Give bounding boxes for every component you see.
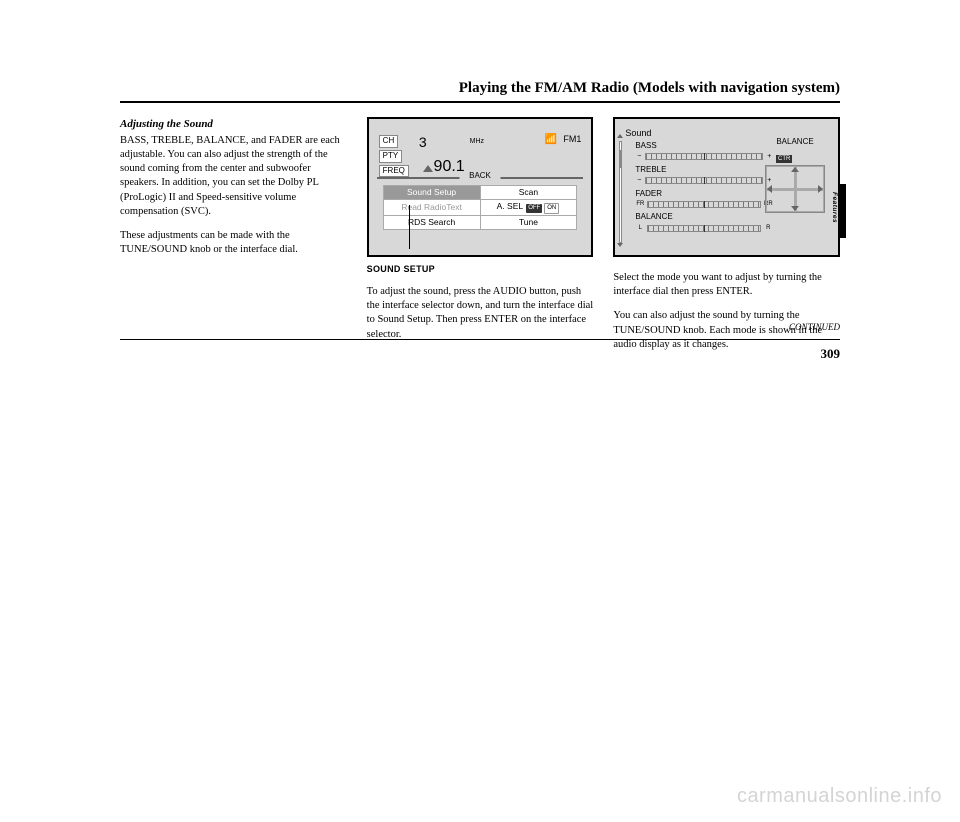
preset-number: 3 (419, 133, 427, 152)
scroll-down-icon (617, 243, 623, 247)
manual-page: Playing the FM/AM Radio (Models with nav… (120, 80, 840, 362)
bass-slider (645, 153, 763, 160)
arrow-up-icon (791, 167, 799, 172)
menu-item-asel: A. SEL OFFON (480, 200, 577, 215)
rule-top (120, 101, 840, 103)
ch-button: CH (379, 135, 399, 148)
arrow-down-icon (791, 206, 799, 211)
balance-label: BALANCE (635, 212, 773, 223)
paragraph: These adjustments can be made with the T… (120, 229, 347, 257)
treble-slider (645, 177, 763, 184)
column-middle: CH PTY FREQ 3 90.1 MHz 📶 FM1 BACK (367, 117, 594, 362)
frequency-unit: MHz (470, 138, 484, 145)
paragraph: To adjust the sound, press the AUDIO but… (367, 285, 594, 342)
content-columns: Adjusting the Sound BASS, TREBLE, BALANC… (120, 117, 840, 362)
band-label: FM1 (563, 133, 581, 145)
page-title: Playing the FM/AM Radio (Models with nav… (120, 80, 840, 101)
treble-label: TREBLE (635, 165, 773, 176)
continued-label: CONTINUED (789, 322, 840, 332)
off-pill: OFF (526, 204, 542, 212)
side-tab-label: Features (831, 192, 838, 223)
r-label: R (763, 224, 773, 232)
sound-setup-callout: SOUND SETUP (367, 263, 594, 275)
balance-box: BALANCE CTR (762, 137, 828, 213)
on-pill: ON (544, 203, 559, 213)
minus-icon: − (635, 176, 643, 185)
rule-bottom (120, 339, 840, 340)
watermark: carmanualsonline.info (737, 785, 942, 808)
back-label: BACK (465, 171, 495, 182)
pty-button: PTY (379, 150, 403, 163)
antenna-icon: 📶 (545, 133, 557, 147)
menu-item-rds: RDS Search (383, 215, 480, 229)
fader-slider (647, 201, 761, 208)
menu-grid: Sound Setup Scan Read RadioText A. SEL O… (383, 185, 578, 230)
subheading: Adjusting the Sound (120, 117, 347, 132)
balance-grid (765, 165, 825, 213)
column-left: Adjusting the Sound BASS, TREBLE, BALANC… (120, 117, 347, 362)
side-tab (840, 184, 846, 238)
slider-group: BASS −+ TREBLE −+ FADER FRRR BALANCE LR (635, 141, 773, 236)
balance-box-title: BALANCE (762, 137, 828, 148)
scrollbar (619, 141, 622, 243)
bass-label: BASS (635, 141, 773, 152)
tuning-marker-icon (423, 165, 433, 172)
freq-button: FREQ (379, 165, 409, 178)
asel-label: A. SEL (497, 201, 523, 211)
paragraph: Select the mode you want to adjust by tu… (613, 271, 840, 299)
scroll-up-icon (617, 134, 623, 138)
minus-icon: − (635, 152, 643, 161)
fader-label: FADER (635, 189, 773, 200)
menu-item-scan: Scan (480, 186, 577, 200)
frequency-value: 90.1 (434, 156, 465, 178)
menu-item-tune: Tune (480, 215, 577, 229)
l-label: L (635, 224, 645, 232)
panel-title: Sound (625, 127, 651, 139)
display-panel-sound: Sound BASS −+ TREBLE −+ FADER FRRR (613, 117, 840, 257)
menu-item-read-radio: Read RadioText (383, 200, 480, 215)
display-panel-menu: CH PTY FREQ 3 90.1 MHz 📶 FM1 BACK (367, 117, 594, 257)
paragraph: BASS, TREBLE, BALANCE, and FADER are eac… (120, 134, 347, 219)
menu-item-sound-setup: Sound Setup (383, 186, 480, 200)
fr-label: FR (635, 200, 645, 208)
page-number: 309 (821, 346, 841, 362)
ctr-badge: CTR (776, 155, 792, 163)
arrow-right-icon (818, 185, 823, 193)
balance-slider (647, 225, 761, 232)
callout-line (409, 205, 410, 249)
arrow-left-icon (767, 185, 772, 193)
